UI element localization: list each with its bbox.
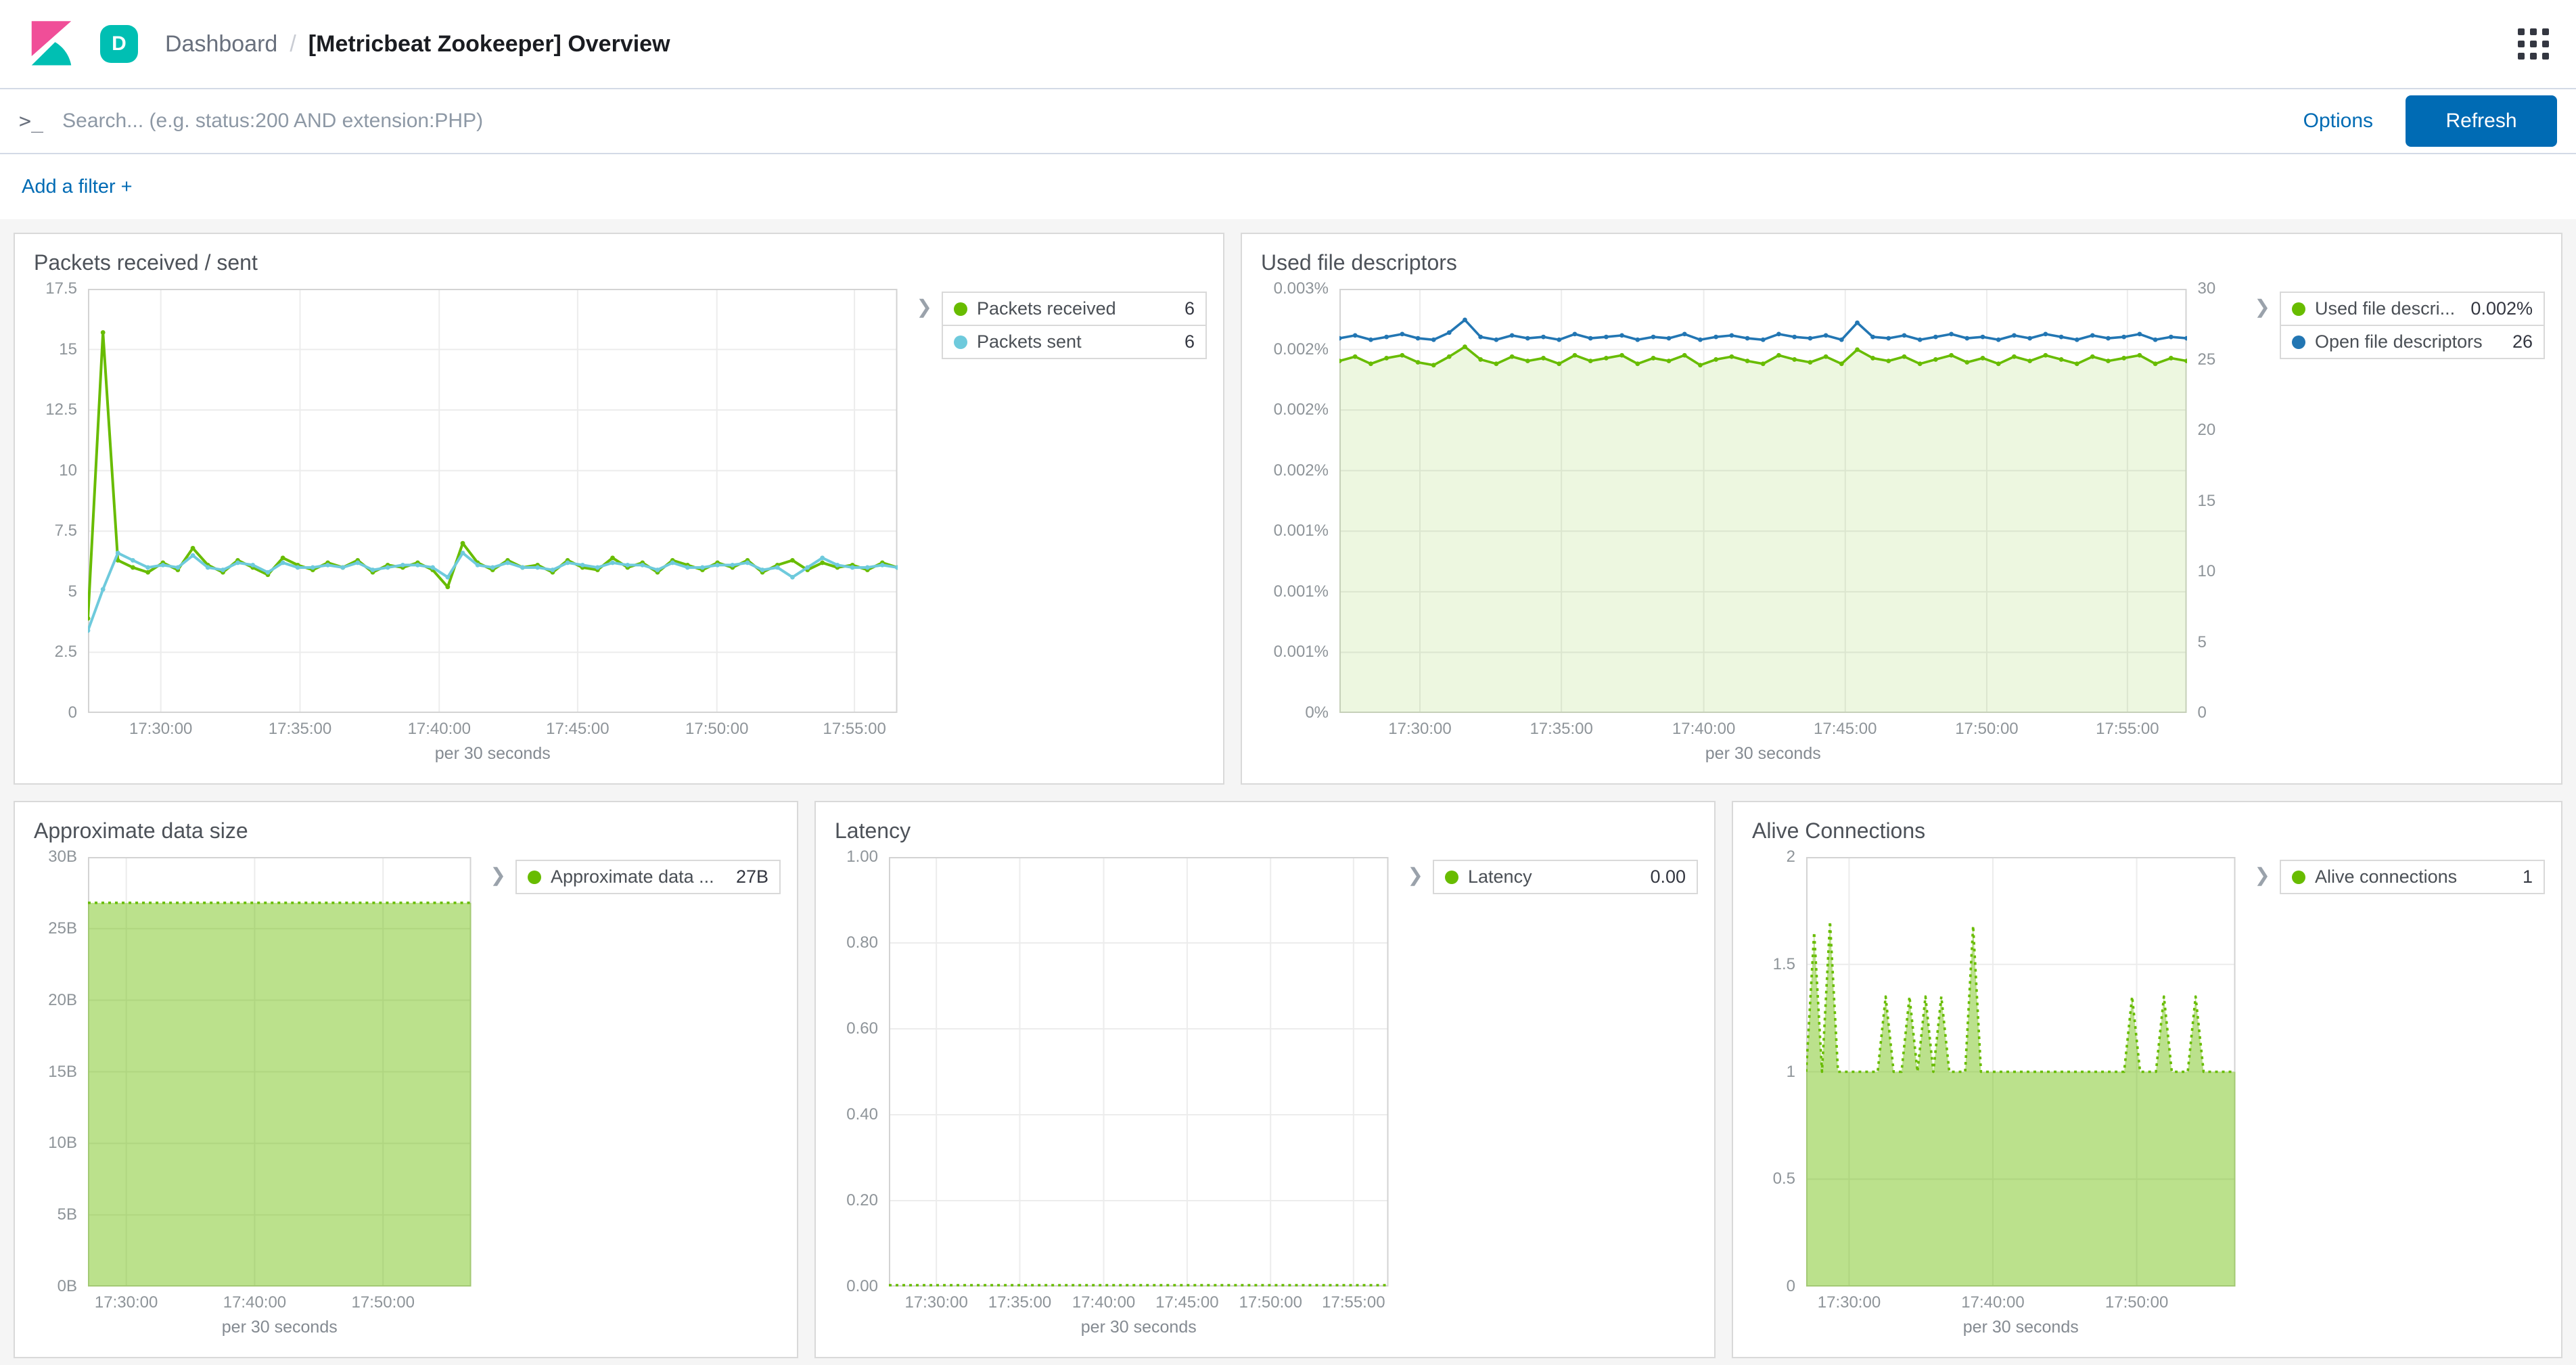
x-axis-labels: 17:30:00 17:35:00 17:40:00 17:45:00 17:50:00… bbox=[1388, 720, 2159, 738]
panel-latency: Latency 1.00 0.80 0.60 0.40 0.20 0.00 17:30:0… bbox=[814, 801, 1716, 1358]
x-axis-title: per 30 seconds bbox=[221, 1318, 338, 1337]
chart-legend: ❯ Packets received 6 Packets sent 6 bbox=[917, 292, 1207, 770]
filter-bar: Add a filter + bbox=[0, 154, 2576, 219]
series-color-dot bbox=[2292, 870, 2305, 884]
series-color-dot bbox=[954, 302, 967, 316]
x-axis-title: per 30 seconds bbox=[1705, 744, 1821, 763]
panel-title: Alive Connections bbox=[1752, 818, 1926, 843]
dashboard-grid: Packets received / sent 17.5 15 12.5 10 7.5 5… bbox=[0, 219, 2576, 1358]
legend-toggle-icon[interactable]: ❯ bbox=[490, 864, 506, 885]
y-axis-labels: 0.003% 0.002% 0.002% 0.002% 0.001% 0.001% 0.00… bbox=[1273, 279, 1329, 722]
search-input[interactable] bbox=[62, 110, 2284, 133]
legend-item[interactable]: Used file descri... 0.002% bbox=[2280, 292, 2545, 326]
breadcrumb: Dashboard / [Metricbeat Zookeeper] Overv… bbox=[165, 31, 670, 57]
legend-item[interactable]: Packets received 6 bbox=[942, 292, 1207, 326]
legend-value: 6 bbox=[1184, 331, 1195, 352]
x-axis-labels: 17:30:00 17:40:00 17:50:00 bbox=[1817, 1293, 2169, 1312]
series-color-dot bbox=[2292, 302, 2305, 316]
console-prompt-icon: >_ bbox=[19, 109, 44, 133]
add-filter-link[interactable]: Add a filter + bbox=[22, 175, 133, 198]
chart-legend: ❯ Approximate data ... 27B bbox=[490, 860, 781, 1343]
options-link[interactable]: Options bbox=[2303, 110, 2373, 132]
query-bar: >_ Options Refresh bbox=[0, 89, 2576, 154]
apps-menu-icon[interactable] bbox=[2518, 28, 2549, 60]
y-axis-labels: 17.5 15 12.5 10 7.5 5 2.5 0 bbox=[45, 279, 77, 722]
legend-value: 1 bbox=[2522, 866, 2533, 887]
legend-toggle-icon[interactable]: ❯ bbox=[1407, 864, 1423, 885]
x-axis-labels: 17:30:00 17:35:00 17:40:00 17:45:00 17:50:00… bbox=[904, 1293, 1385, 1312]
top-navigation-bar: D Dashboard / [Metricbeat Zookeeper] Ove… bbox=[0, 0, 2576, 89]
x-axis-title: per 30 seconds bbox=[1080, 1318, 1197, 1337]
legend-label: Packets sent bbox=[977, 331, 1082, 352]
x-axis-labels: 17:30:00 17:35:00 17:40:00 17:45:00 17:50:00… bbox=[129, 720, 886, 738]
series-color-dot bbox=[528, 870, 541, 884]
legend-item[interactable]: Packets sent 6 bbox=[942, 325, 1207, 359]
legend-value: 27B bbox=[735, 866, 768, 887]
legend-item[interactable]: Open file descriptors 26 bbox=[2280, 325, 2545, 359]
chart-plot bbox=[88, 289, 898, 713]
breadcrumb-separator: / bbox=[290, 30, 296, 57]
legend-label: Approximate data ... bbox=[551, 866, 714, 887]
panel-alive-connections: Alive Connections 2 1.5 1 0.5 0 17:30:00 17:4… bbox=[1732, 801, 2562, 1358]
kibana-logo-icon[interactable] bbox=[27, 20, 76, 68]
chart-plot bbox=[1806, 857, 2236, 1287]
legend-value: 6 bbox=[1184, 298, 1195, 319]
legend-toggle-icon[interactable]: ❯ bbox=[2254, 296, 2270, 317]
legend-label: Latency bbox=[1468, 866, 1532, 887]
series-color-dot bbox=[954, 335, 967, 349]
chart-area: 1.00 0.80 0.60 0.40 0.20 0.00 17:30:00 17:35:0… bbox=[824, 848, 1389, 1343]
legend-label: Open file descriptors bbox=[2315, 331, 2483, 352]
panel-title: Approximate data size bbox=[34, 818, 248, 843]
legend-value: 0.002% bbox=[2470, 298, 2533, 319]
legend-label: Used file descri... bbox=[2315, 298, 2456, 319]
panel-title: Used file descriptors bbox=[1261, 250, 1457, 275]
space-badge[interactable]: D bbox=[100, 25, 138, 63]
panel-title: Latency bbox=[835, 818, 911, 843]
x-axis-title: per 30 seconds bbox=[1962, 1318, 2079, 1337]
panel-packets: Packets received / sent 17.5 15 12.5 10 7.5 5… bbox=[14, 233, 1224, 785]
breadcrumb-dashboard-link[interactable]: Dashboard bbox=[165, 30, 278, 57]
panel-used-file-descriptors: Used file descriptors 0.003% 0.002% 0.002%… bbox=[1241, 233, 2562, 785]
panel-approximate-data-size: Approximate data size 30B 25B 20B 15B 10B 5B 0… bbox=[14, 801, 798, 1358]
series-color-dot bbox=[2292, 335, 2305, 349]
y-axis-labels: 30B 25B 20B 15B 10B 5B 0B bbox=[48, 848, 77, 1295]
legend-label: Alive connections bbox=[2315, 866, 2458, 887]
legend-item[interactable]: Approximate data ... 27B bbox=[515, 860, 781, 894]
breadcrumb-current-page: [Metricbeat Zookeeper] Overview bbox=[308, 30, 670, 57]
y-axis-labels: 1.00 0.80 0.60 0.40 0.20 0.00 bbox=[846, 848, 878, 1295]
chart-area: 17.5 15 12.5 10 7.5 5 2.5 0 17:30:00 17:35:00 17:… bbox=[23, 279, 898, 770]
chart-plot bbox=[88, 857, 472, 1287]
x-axis-title: per 30 seconds bbox=[434, 744, 551, 763]
x-axis-labels: 17:30:00 17:40:00 17:50:00 bbox=[94, 1293, 415, 1312]
legend-toggle-icon[interactable]: ❯ bbox=[2254, 864, 2270, 885]
y2-axis-labels: 30 25 20 15 10 5 0 bbox=[2197, 279, 2216, 722]
chart-area: 0.003% 0.002% 0.002% 0.002% 0.001% 0.001% 0.00… bbox=[1250, 279, 2236, 770]
chart-plot bbox=[1339, 289, 2187, 713]
legend-value: 26 bbox=[2512, 331, 2533, 352]
legend-value: 0.00 bbox=[1650, 866, 1686, 887]
legend-toggle-icon[interactable]: ❯ bbox=[916, 296, 932, 317]
refresh-button[interactable]: Refresh bbox=[2406, 95, 2557, 147]
chart-legend: ❯ Used file descri... 0.002% Open file d… bbox=[2255, 292, 2545, 770]
chart-legend: ❯ Alive connections 1 bbox=[2255, 860, 2545, 1343]
legend-label: Packets received bbox=[977, 298, 1116, 319]
chart-plot bbox=[889, 857, 1389, 1287]
chart-area: 30B 25B 20B 15B 10B 5B 0B 17:30:00 17:40:00 17:5… bbox=[23, 848, 472, 1343]
chart-area: 2 1.5 1 0.5 0 17:30:00 17:40:00 17:50:00 per 3… bbox=[1741, 848, 2236, 1343]
chart-legend: ❯ Latency 0.00 bbox=[1408, 860, 1698, 1343]
legend-item[interactable]: Latency 0.00 bbox=[1433, 860, 1698, 894]
series-color-dot bbox=[1445, 870, 1458, 884]
y-axis-labels: 2 1.5 1 0.5 0 bbox=[1772, 848, 1795, 1295]
panel-title: Packets received / sent bbox=[34, 250, 258, 275]
legend-item[interactable]: Alive connections 1 bbox=[2280, 860, 2545, 894]
